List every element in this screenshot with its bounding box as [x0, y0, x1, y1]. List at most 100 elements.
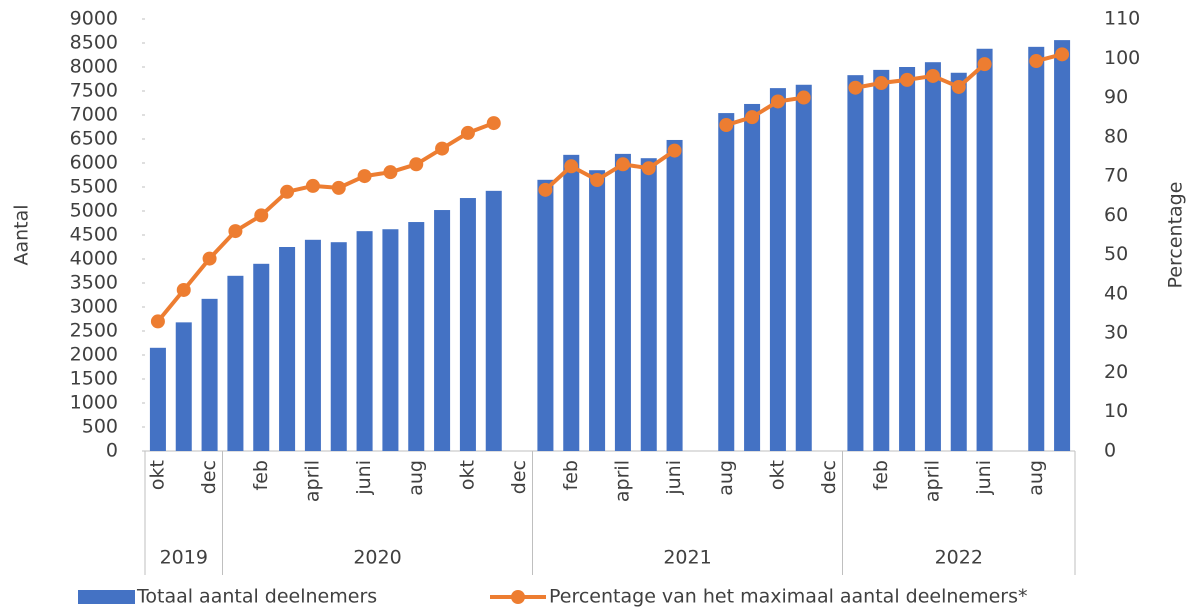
y2-tick-label: 100: [1104, 47, 1140, 69]
year-label: 2019: [160, 547, 208, 569]
line-marker: [900, 72, 915, 87]
x-tick-label: juni: [663, 460, 685, 496]
line-marker: [951, 79, 966, 94]
bar: [175, 322, 192, 451]
bar: [459, 198, 476, 451]
line-marker: [435, 141, 450, 156]
x-tick-label: aug: [1025, 460, 1047, 496]
x-tick-label: aug: [405, 460, 427, 496]
y2-tick-label: 50: [1104, 243, 1128, 265]
x-tick-label: aug: [715, 460, 737, 496]
bar: [408, 222, 425, 451]
line-marker: [460, 125, 475, 140]
y-tick-label: 8000: [70, 56, 118, 78]
line-marker: [1029, 54, 1044, 69]
bar: [769, 88, 786, 452]
y2-axis-title: Percentage: [1165, 182, 1187, 289]
line-marker: [228, 224, 243, 239]
x-tick-label: feb: [250, 460, 272, 490]
line-marker: [331, 180, 346, 195]
bar: [201, 298, 218, 451]
y-tick-label: 4000: [70, 248, 118, 270]
y-tick-label: 6500: [70, 128, 118, 150]
line-marker: [977, 57, 992, 72]
y-tick-label: 2000: [70, 344, 118, 366]
line-marker: [874, 76, 889, 91]
x-tick-label: dec: [818, 460, 840, 494]
year-label: 2020: [353, 547, 401, 569]
bar: [847, 75, 864, 451]
y2-tick-label: 80: [1104, 125, 1128, 147]
x-tick-label: april: [921, 460, 943, 502]
bar: [744, 103, 761, 452]
y-tick-label: 500: [82, 416, 118, 438]
line-marker: [641, 161, 656, 176]
line-marker: [770, 94, 785, 109]
y-tick-label: 0: [106, 440, 118, 462]
x-tick-label: april: [301, 460, 323, 502]
bar: [227, 275, 244, 451]
line-marker: [409, 157, 424, 172]
x-tick-label: juni: [353, 460, 375, 496]
bar: [614, 153, 631, 451]
line-marker: [486, 116, 501, 131]
bar: [640, 158, 657, 451]
bar: [1054, 40, 1071, 452]
bar: [718, 113, 735, 451]
y-tick-label: 3500: [70, 272, 118, 294]
bar: [899, 67, 916, 451]
x-tick-label: juni: [973, 460, 995, 496]
line-marker: [176, 282, 191, 297]
bar: [253, 263, 270, 451]
line-marker: [357, 169, 372, 184]
y-tick-label: 7500: [70, 80, 118, 102]
y2-tick-label: 70: [1104, 165, 1128, 187]
line-marker: [538, 182, 553, 197]
y2-tick-label: 10: [1104, 400, 1128, 422]
line-marker: [150, 314, 165, 329]
x-tick-label: feb: [870, 460, 892, 490]
y2-tick-label: 40: [1104, 282, 1128, 304]
line-marker: [848, 80, 863, 95]
y2-tick-label: 90: [1104, 86, 1128, 108]
y-tick-label: 2500: [70, 320, 118, 342]
y-tick-label: 7000: [70, 104, 118, 126]
y2-tick-label: 0: [1104, 440, 1116, 462]
y-tick-label: 6000: [70, 152, 118, 174]
bar: [563, 154, 580, 451]
line: [156, 52, 1063, 323]
line-marker: [796, 90, 811, 105]
y-tick-label: 5500: [70, 176, 118, 198]
line-marker: [745, 110, 760, 125]
y2-tick-label: 60: [1104, 204, 1128, 226]
y-tick-label: 3000: [70, 296, 118, 318]
bar: [976, 48, 993, 451]
bar: [382, 229, 399, 451]
x-tick-label: okt: [766, 460, 788, 490]
bar: [279, 247, 296, 451]
line-marker: [615, 157, 630, 172]
legend-marker: [511, 590, 525, 604]
bar: [924, 62, 941, 451]
line-marker: [280, 184, 295, 199]
y-tick-label: 5000: [70, 200, 118, 222]
bar: [537, 179, 554, 452]
bar: [873, 69, 890, 451]
y-tick-label: 8500: [70, 32, 118, 54]
x-tick-label: dec: [508, 460, 530, 494]
x-tick-label: feb: [560, 460, 582, 490]
bar: [149, 347, 166, 451]
y-tick-label: 9000: [70, 8, 118, 30]
legend-label: Totaal aantal deelnemers: [136, 586, 377, 608]
x-tick-label: okt: [146, 460, 168, 490]
bar: [304, 239, 321, 451]
line-marker: [254, 208, 269, 223]
line-marker: [1055, 47, 1070, 62]
bar: [330, 242, 347, 451]
y-tick-label: 1000: [70, 392, 118, 414]
bar: [1028, 46, 1045, 452]
year-label: 2021: [663, 547, 711, 569]
line-marker: [305, 178, 320, 193]
line-marker: [383, 165, 398, 180]
